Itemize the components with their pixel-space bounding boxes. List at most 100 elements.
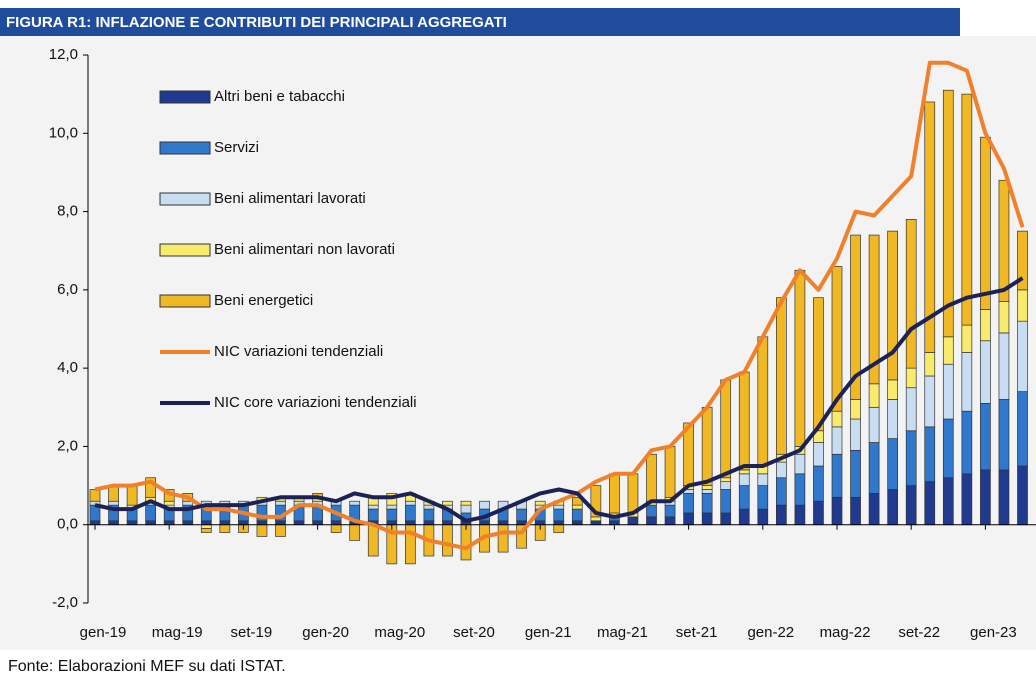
- legend-swatch: [159, 294, 211, 308]
- bar-segment: [924, 352, 936, 377]
- y-tick-label: 6,0: [57, 281, 78, 298]
- bar-segment: [553, 504, 565, 510]
- legend-swatch: [159, 243, 211, 257]
- legend-swatch: [159, 141, 211, 155]
- source: Fonte: Elaborazioni MEF su dati ISTAT.: [8, 658, 286, 675]
- x-tick-label: mag-20: [374, 624, 425, 641]
- bar-segment: [887, 230, 899, 381]
- bar-segment: [367, 504, 379, 510]
- bar-segment: [200, 520, 212, 526]
- x-tick-label: mag-19: [152, 624, 203, 641]
- bar-segment: [664, 446, 676, 498]
- bar-segment: [738, 469, 750, 475]
- bar-segment: [479, 520, 490, 526]
- bar-segment: [813, 500, 824, 526]
- x-tick-label: set-22: [898, 624, 940, 641]
- bar-segment: [275, 520, 286, 526]
- bar-segment: [998, 332, 1010, 400]
- x-tick-label: gen-22: [747, 624, 794, 641]
- bar-segment: [108, 520, 119, 526]
- bar-segment: [942, 89, 954, 338]
- bar-segment: [126, 485, 138, 506]
- bar-segment: [145, 520, 156, 526]
- y-tick-label: 4,0: [57, 359, 78, 376]
- bar-segment: [590, 520, 602, 526]
- bar-segment: [145, 504, 156, 522]
- bar-segment: [108, 500, 119, 506]
- bar-segment: [664, 504, 676, 518]
- bar-segment: [720, 477, 732, 483]
- bar-segment: [126, 520, 138, 526]
- bar-segment: [980, 309, 991, 342]
- bar-segment: [738, 485, 750, 510]
- bar-segment: [275, 524, 286, 537]
- bar-segment: [831, 496, 843, 526]
- legend-label: Beni alimentari lavorati: [214, 190, 366, 207]
- bar-segment: [293, 520, 305, 526]
- bar-segment: [720, 379, 732, 479]
- bar-segment: [980, 340, 991, 404]
- bar-segment: [924, 426, 936, 483]
- bar-segment: [238, 520, 249, 526]
- bar-segment: [89, 520, 101, 526]
- bar-segment: [850, 449, 861, 498]
- bar-segment: [720, 489, 732, 514]
- bar-segment: [868, 234, 880, 385]
- bar-segment: [145, 477, 156, 498]
- bar-segment: [887, 489, 899, 526]
- y-tick-label: 12,0: [49, 46, 78, 63]
- bar-segment: [813, 297, 824, 432]
- bar-segment: [794, 504, 806, 526]
- bar-segment: [998, 469, 1010, 526]
- bar-segment: [219, 524, 231, 533]
- bar-segment: [905, 367, 917, 389]
- bar-segment: [831, 453, 843, 498]
- bar-segment: [330, 524, 342, 533]
- bar-segment: [442, 500, 453, 506]
- bar-segment: [775, 504, 787, 526]
- bar-segment: [850, 234, 861, 400]
- bar-segment: [701, 489, 713, 494]
- bar-segment: [942, 336, 954, 365]
- bar-segment: [553, 508, 565, 522]
- bar-segment: [683, 493, 694, 514]
- bar-segment: [868, 442, 880, 494]
- title-bar: [0, 8, 960, 36]
- bar-segment: [553, 520, 565, 526]
- bar-segment: [349, 500, 361, 506]
- bar-segment: [200, 524, 212, 529]
- bar-segment: [794, 269, 806, 447]
- y-tick-label: 8,0: [57, 203, 78, 220]
- bar-segment: [386, 504, 398, 510]
- bar-segment: [942, 418, 954, 479]
- bar-segment: [998, 179, 1010, 302]
- bar-segment: [460, 500, 472, 506]
- bar-segment: [961, 324, 973, 353]
- bar-segment: [646, 453, 657, 502]
- bar-segment: [163, 500, 175, 506]
- bar-segment: [1017, 320, 1028, 392]
- bar-segment: [794, 473, 806, 506]
- bar-segment: [1017, 465, 1028, 526]
- bar-segment: [312, 520, 323, 526]
- bar-segment: [1017, 391, 1028, 467]
- y-tick-label: -2,0: [52, 594, 78, 611]
- bar-segment: [701, 512, 713, 526]
- bar-segment: [738, 473, 750, 486]
- legend-label: NIC core variazioni tendenziali: [214, 394, 417, 411]
- bar-segment: [757, 508, 769, 526]
- bar-segment: [980, 469, 991, 526]
- legend-swatch: [159, 90, 211, 104]
- bar-segment: [571, 508, 583, 522]
- plot-background: [0, 36, 1036, 650]
- x-tick-label: set-20: [453, 624, 495, 641]
- bar-segment: [813, 465, 824, 502]
- bar-segment: [961, 352, 973, 412]
- bar-segment: [905, 485, 917, 526]
- bar-segment: [200, 528, 212, 533]
- bar-segment: [516, 520, 528, 526]
- bar-segment: [961, 410, 973, 475]
- bar-segment: [738, 371, 750, 471]
- bar-segment: [627, 516, 639, 526]
